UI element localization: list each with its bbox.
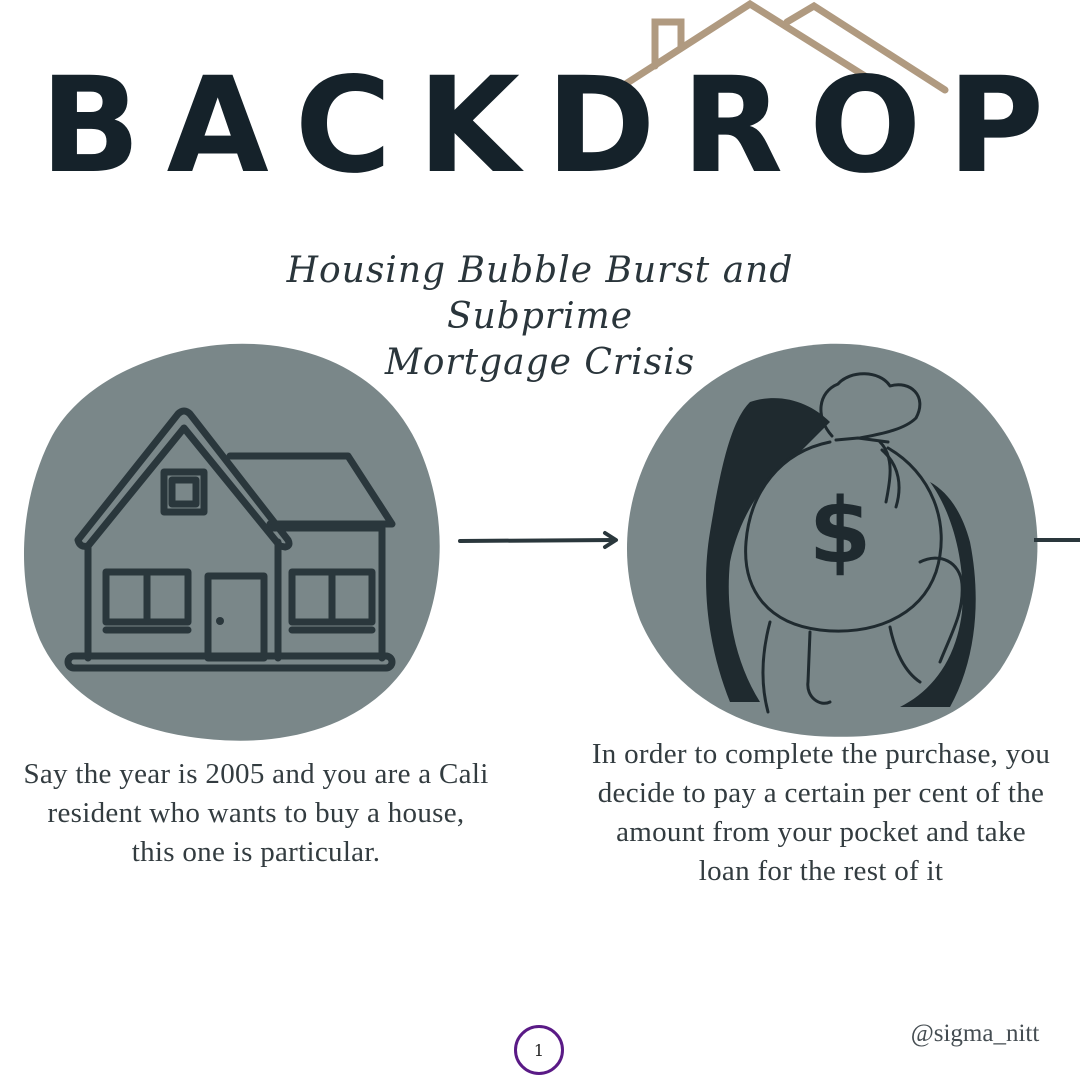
house-backdrop-blob [23,343,440,741]
caption-line: this one is particular. [131,836,381,868]
page-title: BACKDROP [40,49,1071,203]
page-subtitle: Housing Bubble Burst and Subprime Mortga… [190,248,890,386]
dollar-sign: $ [809,479,872,584]
social-handle: @sigma_nitt [910,1020,1040,1047]
step-caption: Say the year is 2005 and you are a Cali … [0,755,512,872]
caption-line: decide to pay a certain per cent of the [597,777,1045,809]
caption-line: In order to complete the purchase, you [591,738,1051,770]
subtitle-line: Housing Bubble Burst and Subprime [286,250,794,337]
caption-line: loan for the rest of it [698,855,944,887]
caption-line: resident who wants to buy a house, [47,797,465,829]
house-icon [64,407,396,672]
caption-line: Say the year is 2005 and you are a Cali [23,758,489,790]
page-number-indicator: 1 [514,1025,564,1075]
flow-arrow [458,531,618,549]
step-caption: In order to complete the purchase, you d… [562,735,1080,891]
money-bag-icon: $ [706,372,976,714]
caption-line: amount from your pocket and take [616,816,1026,848]
flow-arrow [1034,538,1080,542]
roof-decoration [606,0,949,102]
subtitle-line: Mortgage Crisis [384,342,696,383]
